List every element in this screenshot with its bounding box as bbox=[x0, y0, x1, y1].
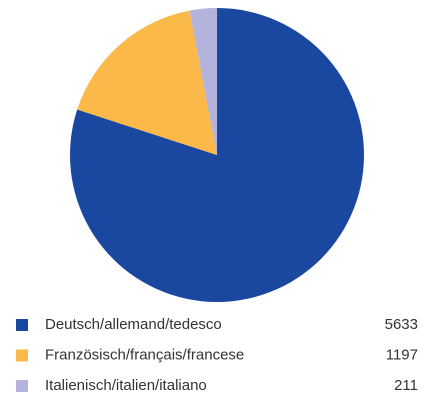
legend-swatch bbox=[16, 380, 28, 392]
pie-slice bbox=[77, 10, 217, 155]
legend-label: Deutsch/allemand/tedesco bbox=[45, 316, 222, 333]
legend-swatch bbox=[16, 319, 28, 331]
pie-slice bbox=[69, 8, 364, 303]
legend-value: 5633 bbox=[385, 316, 418, 333]
legend-value: 211 bbox=[394, 377, 418, 394]
legend-swatch bbox=[16, 349, 28, 362]
pie-slice bbox=[189, 8, 217, 155]
legend-value: 1197 bbox=[386, 346, 418, 363]
legend-label: Französisch/français/francese bbox=[45, 346, 244, 363]
legend-label: Italienisch/italien/italiano bbox=[45, 377, 207, 394]
